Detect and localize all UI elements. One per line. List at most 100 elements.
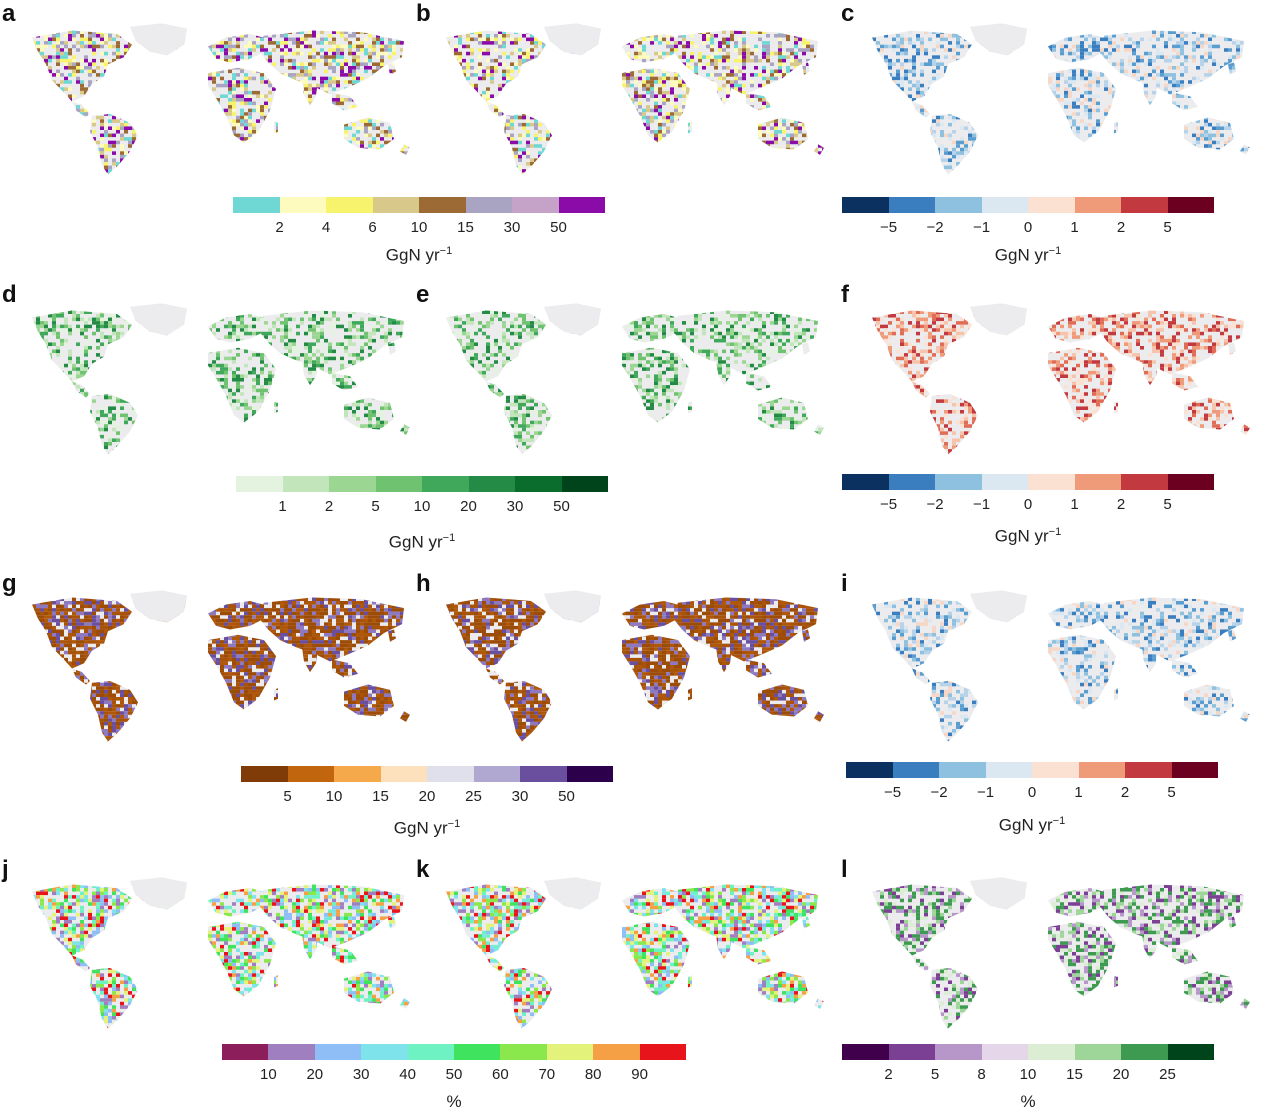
world-map-a <box>12 18 412 178</box>
world-map-svg <box>426 585 826 745</box>
colorbar-swatch <box>408 1044 454 1060</box>
world-map-svg <box>426 298 826 458</box>
colorbar-tick-label: −2 <box>930 784 947 801</box>
colorbar-swatch <box>935 474 982 490</box>
world-map-l <box>852 872 1252 1032</box>
colorbar-tick-label: 8 <box>977 1066 985 1083</box>
world-map-svg <box>852 18 1252 178</box>
colorbar-swatch <box>842 197 889 213</box>
colorbar-tick-label: −2 <box>926 219 943 236</box>
colorbar-tick-label: 10 <box>326 788 343 805</box>
colorbar-swatch <box>842 474 889 490</box>
colorbar-swatch <box>842 1044 889 1060</box>
data-overlay <box>852 307 1252 458</box>
colorbar-tick-label: 50 <box>553 498 570 515</box>
colorbar-swatch <box>567 766 614 782</box>
colorbar-swatch <box>520 766 567 782</box>
panel-letter-i: i <box>841 572 848 596</box>
world-map-c <box>852 18 1252 178</box>
colorbar-tick-label: 70 <box>538 1066 555 1083</box>
colorbar-tick-label: 40 <box>399 1066 416 1083</box>
colorbar-tick-label: 5 <box>1163 496 1171 513</box>
colorbar-tick-label: 20 <box>1113 1066 1130 1083</box>
colorbar-swatch <box>427 766 474 782</box>
continent-japan <box>802 342 810 354</box>
colorbar-swatch <box>1032 762 1079 778</box>
colorbar-unit-row4-right: % <box>1020 1092 1035 1112</box>
colorbar-swatch <box>1028 1044 1075 1060</box>
colorbar-tick-label: 80 <box>585 1066 602 1083</box>
colorbar-swatch <box>982 474 1029 490</box>
colorbar-tick-label: 15 <box>372 788 389 805</box>
colorbar-row2-right <box>842 474 1214 490</box>
colorbar-tick-label: 30 <box>353 1066 370 1083</box>
colorbar-swatch <box>283 476 330 492</box>
colorbar-swatch <box>559 197 606 213</box>
colorbar-unit-row3-right: GgN yr−1 <box>999 815 1065 836</box>
world-map-svg <box>12 18 412 178</box>
colorbar-tick-label: 0 <box>1024 219 1032 236</box>
colorbar-tick-label: 50 <box>446 1066 463 1083</box>
colorbar-swatch <box>547 1044 593 1060</box>
colorbar-row1-left <box>233 197 605 213</box>
colorbar-swatch <box>982 197 1029 213</box>
world-map-g <box>12 585 412 745</box>
colorbar-row4-right <box>842 1044 1214 1060</box>
colorbar-unit-row4-left: % <box>446 1092 461 1112</box>
colorbar-tick-label: −1 <box>973 219 990 236</box>
colorbar-tick-label: 1 <box>1074 784 1082 801</box>
colorbar-tick-label: 1 <box>1070 219 1078 236</box>
colorbar-tick-label: 50 <box>558 788 575 805</box>
colorbar-tick-label: −1 <box>973 496 990 513</box>
data-overlay <box>12 881 412 1032</box>
colorbar-swatch <box>469 476 516 492</box>
colorbar-row3-right <box>846 762 1218 778</box>
colorbar-tick-label: 0 <box>1028 784 1036 801</box>
colorbar-tick-label: 5 <box>1167 784 1175 801</box>
colorbar-swatch <box>422 476 469 492</box>
world-map-b <box>426 18 826 178</box>
colorbar-tick-label: 0 <box>1024 496 1032 513</box>
colorbar-tick-label: 50 <box>550 219 567 236</box>
panel-letter-l: l <box>841 858 848 882</box>
colorbar-swatch <box>935 1044 982 1060</box>
colorbar-tick-label: 30 <box>504 219 521 236</box>
colorbar-tick-label: 10 <box>260 1066 277 1083</box>
colorbar-swatch <box>373 197 420 213</box>
colorbar-swatch <box>466 197 513 213</box>
colorbar-tick-label: 2 <box>1121 784 1129 801</box>
world-map-f <box>852 298 1252 458</box>
panel-letter-j: j <box>2 858 9 882</box>
world-map-d <box>12 298 412 458</box>
colorbar-tick-label: −2 <box>926 496 943 513</box>
colorbar-swatch <box>515 476 562 492</box>
colorbar-swatch <box>315 1044 361 1060</box>
colorbar-swatch <box>889 1044 936 1060</box>
colorbar-swatch <box>1168 474 1215 490</box>
colorbar-swatch <box>361 1044 407 1060</box>
colorbar-swatch <box>288 766 335 782</box>
colorbar-swatch <box>1121 474 1168 490</box>
colorbar-swatch <box>222 1044 268 1060</box>
colorbar-swatch <box>939 762 986 778</box>
colorbar-row2-left <box>236 476 608 492</box>
colorbar-unit-row2-right: GgN yr−1 <box>995 526 1061 547</box>
world-map-e <box>426 298 826 458</box>
colorbar-swatch <box>1168 1044 1215 1060</box>
colorbar-swatch <box>562 476 609 492</box>
colorbar-tick-label: 2 <box>884 1066 892 1083</box>
colorbar-swatch <box>986 762 1033 778</box>
data-overlay <box>12 307 412 458</box>
colorbar-swatch <box>889 197 936 213</box>
panel-letter-f: f <box>841 283 849 307</box>
colorbar-swatch <box>1028 474 1075 490</box>
colorbar-tick-label: 20 <box>419 788 436 805</box>
world-map-svg <box>12 872 412 1032</box>
colorbar-swatch <box>889 474 936 490</box>
colorbar-tick-label: 5 <box>1163 219 1171 236</box>
colorbar-swatch <box>893 762 940 778</box>
colorbar-tick-label: 20 <box>460 498 477 515</box>
colorbar-swatch <box>512 197 559 213</box>
colorbar-tick-label: 90 <box>631 1066 648 1083</box>
colorbar-swatch <box>1121 197 1168 213</box>
